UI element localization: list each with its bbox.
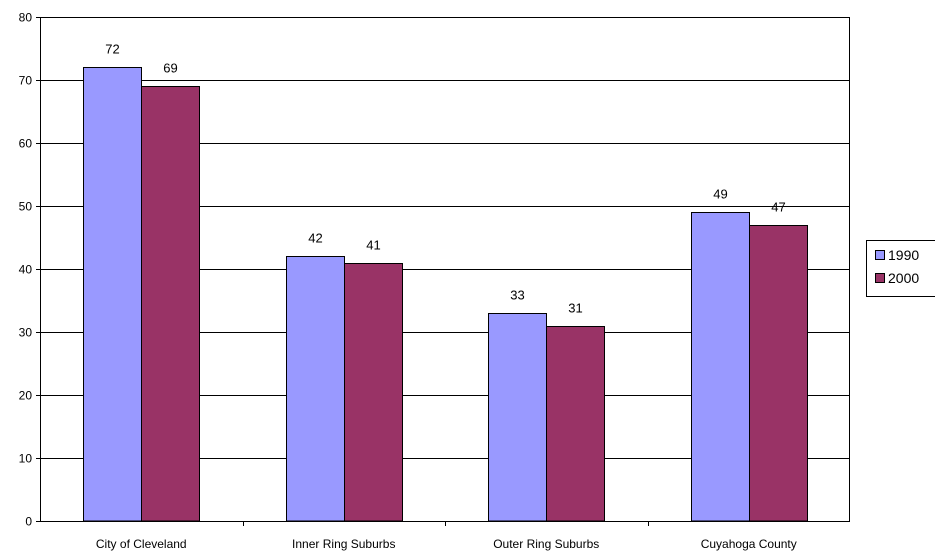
y-tick-label: 30 (19, 326, 33, 340)
bar-1990 (83, 67, 142, 522)
y-tick-label: 40 (19, 263, 33, 277)
legend-label-2000: 2000 (888, 270, 919, 286)
legend: 1990 2000 (866, 240, 935, 297)
bar-2000 (546, 326, 605, 522)
legend-swatch-2000 (875, 273, 885, 283)
data-label: 69 (163, 61, 177, 76)
data-label: 41 (366, 238, 380, 253)
data-label: 49 (713, 187, 727, 202)
bar-1990 (691, 212, 750, 522)
bar-1990 (286, 256, 345, 522)
bar-2000 (141, 86, 200, 522)
data-label: 33 (510, 288, 524, 303)
data-label: 72 (105, 42, 119, 57)
data-label: 42 (308, 231, 322, 246)
x-tick-label: Cuyahoga County (701, 537, 797, 551)
y-tick-label: 20 (19, 389, 33, 403)
data-label: 47 (771, 200, 785, 215)
legend-box (866, 240, 935, 297)
data-labels: 72 69 42 41 33 31 49 47 (105, 42, 785, 316)
y-tick-label: 0 (25, 515, 32, 529)
y-tick-label: 70 (19, 74, 33, 88)
y-tick-label: 10 (19, 452, 33, 466)
x-tick-label: Outer Ring Suburbs (493, 537, 599, 551)
bars (83, 67, 808, 522)
y-tick-label: 50 (19, 200, 33, 214)
x-tick-label: Inner Ring Suburbs (292, 537, 395, 551)
bar-2000 (749, 225, 808, 522)
x-axis-labels: City of Cleveland Inner Ring Suburbs Outer… (96, 521, 797, 551)
y-tick-label: 80 (19, 11, 33, 25)
x-tick-label: City of Cleveland (96, 537, 187, 551)
y-tick-label: 60 (19, 137, 33, 151)
legend-label-1990: 1990 (888, 247, 919, 263)
data-label: 31 (568, 301, 582, 316)
y-axis-ticks: 0 10 20 30 40 50 60 70 80 (19, 11, 40, 529)
bar-2000 (344, 263, 403, 522)
bar-1990 (488, 313, 547, 522)
legend-swatch-1990 (875, 250, 885, 260)
